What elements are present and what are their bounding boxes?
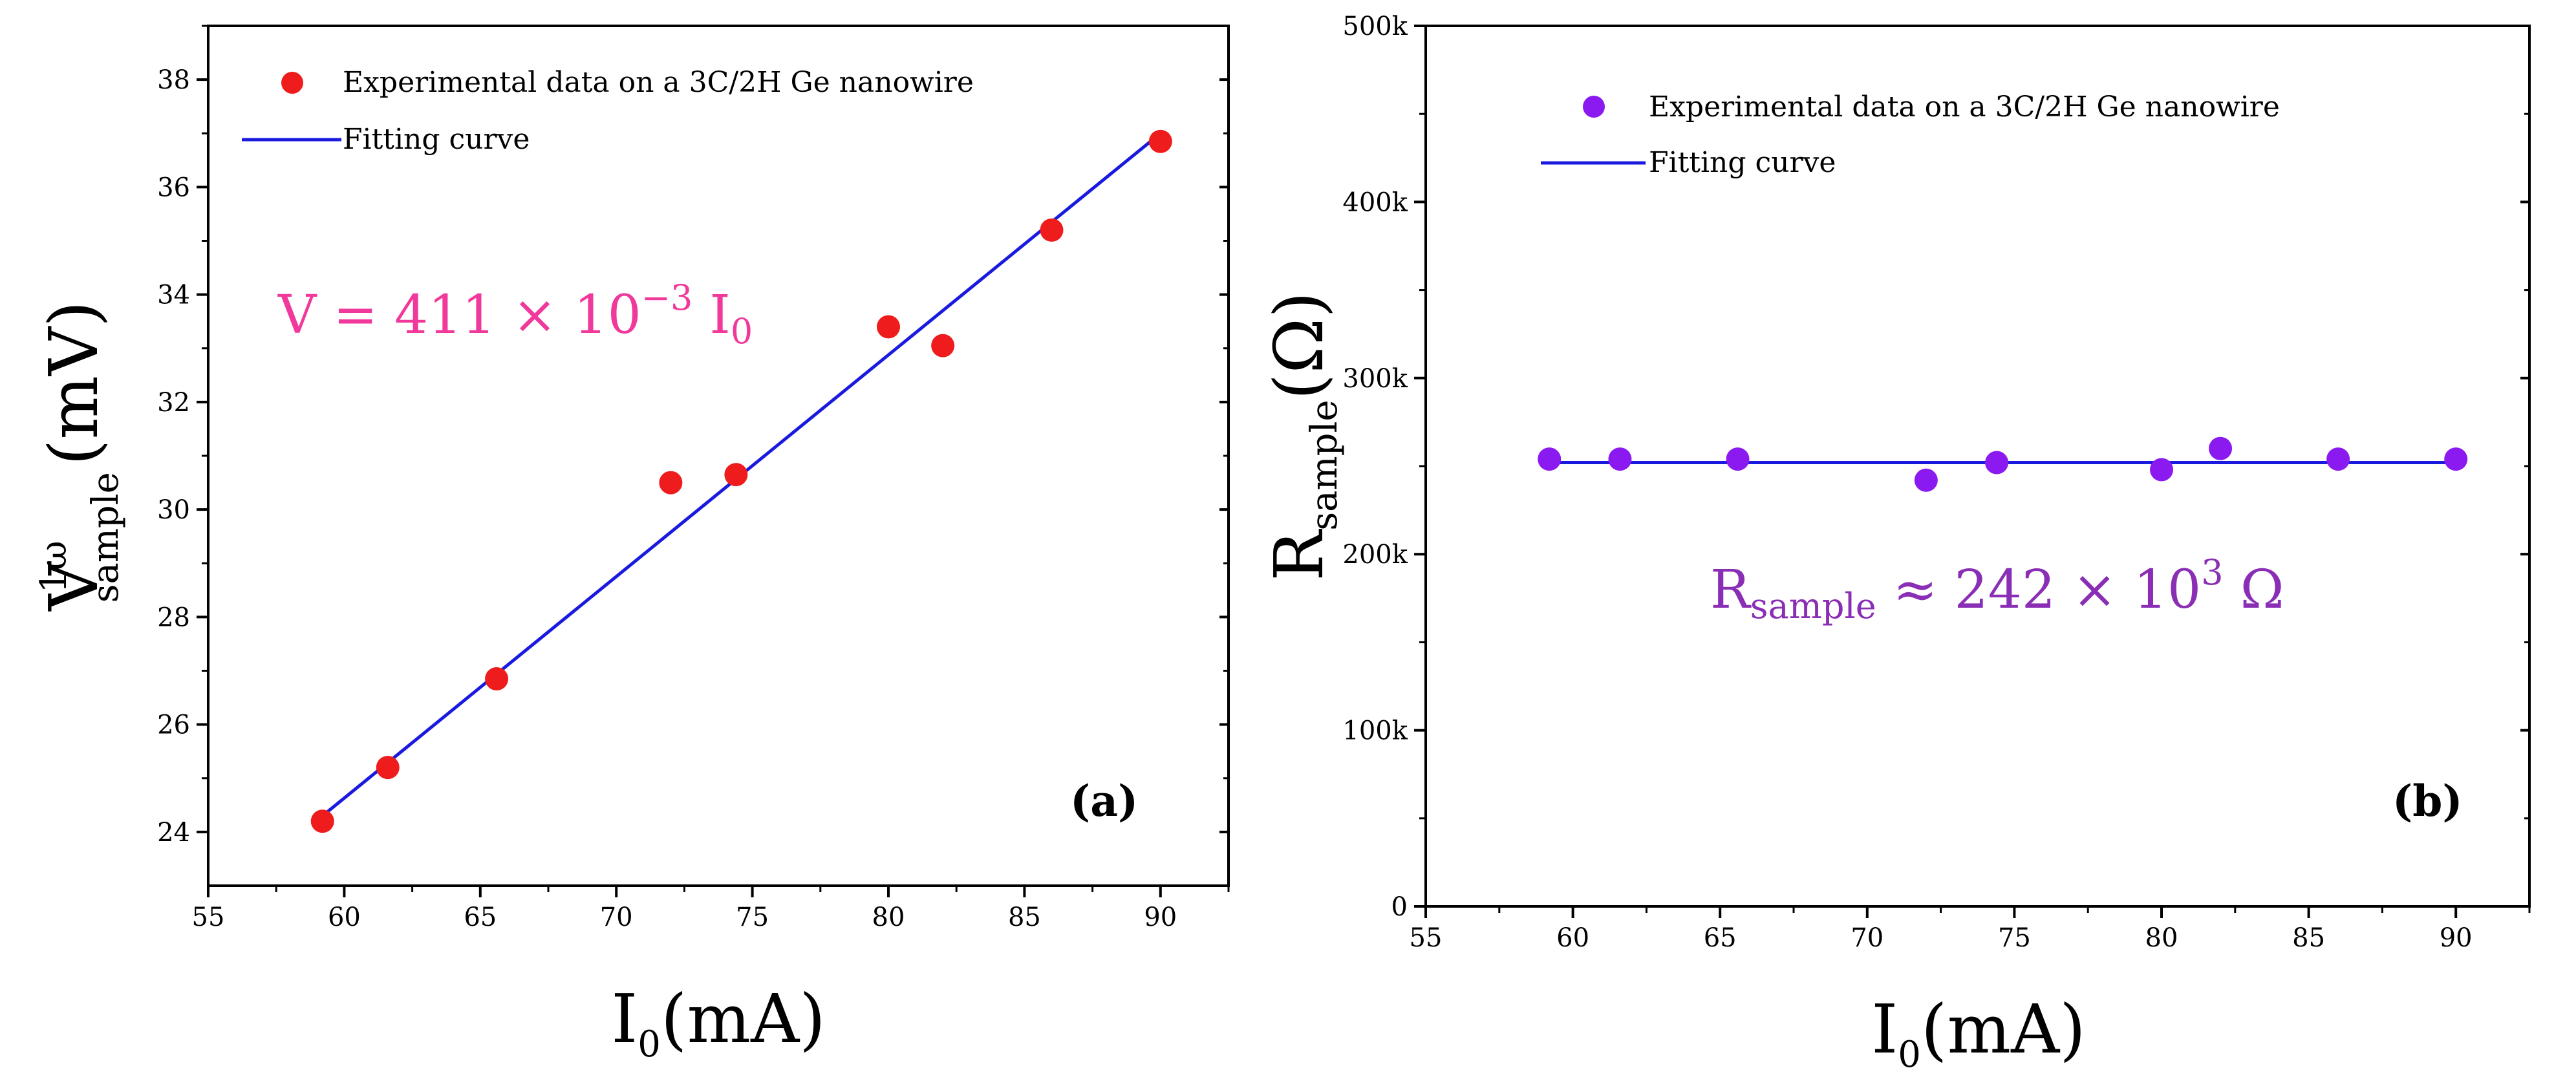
- panel-a-y-tick-label: 34: [157, 281, 190, 310]
- panel-a-data-point: [310, 809, 334, 833]
- panel-a-y-tick-label: 28: [157, 603, 190, 632]
- panel-a-x-axis-title-sub: 0: [638, 1023, 661, 1065]
- panel-b-equation-suffix: Ω: [2224, 559, 2284, 621]
- panel-a-y-axis-title-main: V: [34, 561, 113, 612]
- panel-b-equation-rest: ≈ 242 × 10: [1876, 559, 2202, 621]
- panel-b-x-tick-label: 75: [1998, 923, 2031, 953]
- panel-b-equation: Rsample ≈ 242 × 103 Ω: [1710, 552, 2284, 626]
- panel-b-legend-points-label: Experimental data on a 3C/2H Ge nanowire: [1649, 91, 2280, 123]
- panel-a-data-point: [877, 315, 900, 339]
- panel-b-data-point: [2444, 447, 2468, 471]
- panel-b-x-tick-label: 60: [1556, 923, 1589, 953]
- panel-a-equation-prefix: V = 411 × 10: [277, 284, 641, 346]
- panel-a-x-tick-label: 75: [736, 903, 769, 932]
- panel-b-data-point: [1985, 451, 2009, 475]
- panel-a-y-tick-label: 24: [157, 818, 190, 848]
- panel-b-label: (b): [2392, 776, 2463, 826]
- panel-a: 55 60 65 70 75 80 85 90 24 26 28 30 32 34 36 38 Experim…: [33, 25, 1230, 1065]
- panel-a-equation-suffix: I: [692, 284, 730, 346]
- panel-a-plot-frame: [207, 25, 1230, 887]
- panel-a-equation-subscript: 0: [731, 311, 753, 352]
- panel-b-x-axis-title-main: I: [1871, 990, 1898, 1069]
- panel-b-x-axis-title-sub: 0: [1898, 1034, 1921, 1076]
- panel-b-y-tick-label: 400k: [1342, 187, 1408, 217]
- panel-b-legend-line-label: Fitting curve: [1649, 146, 1836, 179]
- panel-a-y-axis-title-unit: (mV): [34, 301, 113, 465]
- panel-a-marks: [310, 129, 1172, 833]
- panel-a-legend-point-marker: [281, 72, 303, 94]
- panel-a-x-tick-label: 90: [1144, 903, 1177, 932]
- panel-b-x-tick-label: 90: [2440, 923, 2473, 953]
- panel-b-data-point: [2326, 447, 2350, 471]
- panel-b-data-point: [1914, 468, 1938, 492]
- panel-b-y-tick-label: 500k: [1342, 12, 1408, 41]
- panel-b-legend: Experimental data on a 3C/2H Ge nanowire…: [1541, 91, 2280, 179]
- panel-b-plot-frame: [1424, 25, 2531, 908]
- panel-a-x-axis-title-main: I: [611, 979, 638, 1058]
- panel-a-equation-exponent: −3: [641, 277, 693, 318]
- panel-a-legend-line-label: Fitting curve: [343, 123, 530, 156]
- panel-a-x-tick-label: 60: [328, 903, 361, 932]
- panel-a-x-axis-title-unit: (mA): [661, 979, 826, 1058]
- panel-b-x-tick-label: 85: [2292, 923, 2325, 953]
- panel-b-data-point: [2150, 458, 2173, 482]
- panel-a-data-point: [376, 756, 400, 780]
- panel-b-data-point: [1608, 447, 1632, 471]
- panel-a-data-point: [931, 334, 955, 358]
- panel-a-y-axis-title-sub: sample: [85, 472, 127, 603]
- panel-a-x-tick-label: 80: [872, 903, 905, 932]
- panel-b-x-tick-label: 65: [1704, 923, 1737, 953]
- panel-a-data-point: [724, 463, 748, 487]
- panel-a-y-axis-title: V1ω sample (mV): [33, 301, 127, 612]
- panel-b-ticks: 55 60 65 70 75 80 85 90 0 100k 200k 300k 400k 500k: [1342, 12, 2531, 953]
- panel-b-legend-point-marker: [1583, 96, 1605, 118]
- panel-a-y-tick-label: 30: [157, 495, 190, 525]
- panel-a-x-axis-title: I0(mA): [611, 979, 826, 1065]
- panel-a-y-tick-label: 36: [157, 173, 190, 202]
- panel-b-y-tick-label: 300k: [1342, 364, 1408, 394]
- panel-b-y-axis-title-unit: (Ω): [1260, 292, 1338, 400]
- panel-a-y-tick-label: 38: [157, 65, 190, 95]
- panel-b-y-tick-label: 100k: [1342, 716, 1408, 746]
- panel-a-ticks: 55 60 65 70 75 80 85 90 24 26 28 30 32 34 36 38: [157, 25, 1230, 932]
- panel-b-x-axis-title: I0(mA): [1871, 990, 2086, 1076]
- panel-a-x-tick-label: 65: [464, 903, 497, 932]
- panel-b-equation-main: R: [1710, 559, 1752, 621]
- panel-b-data-point: [2209, 436, 2233, 460]
- panel-a-data-point: [1040, 218, 1064, 242]
- panel-b: 55 60 65 70 75 80 85 90 0 100k 200k 300k 400k 500k Ex…: [1260, 12, 2531, 1076]
- panel-b-equation-exponent: 3: [2201, 552, 2223, 593]
- panel-b-y-axis-title-sub: sample: [1304, 400, 1346, 530]
- panel-b-equation-subscript: sample: [1750, 586, 1876, 626]
- panel-b-x-tick-label: 55: [1410, 923, 1443, 953]
- panel-a-data-point: [1148, 129, 1172, 153]
- panel-b-marks: [1538, 436, 2468, 492]
- panel-b-x-tick-label: 80: [2145, 923, 2178, 953]
- panel-a-y-tick-label: 32: [157, 388, 190, 418]
- panel-a-y-axis-title-sup: 1ω: [33, 540, 75, 593]
- panel-b-y-axis-title-main: R: [1260, 529, 1338, 581]
- panel-b-y-tick-label: 0: [1391, 892, 1408, 922]
- panel-b-data-point: [1538, 447, 1562, 471]
- panel-a-equation: V = 411 × 10−3 I0: [277, 277, 753, 352]
- panel-b-y-tick-label: 200k: [1342, 540, 1408, 570]
- panel-a-data-point: [659, 471, 683, 495]
- panel-b-y-axis-title: Rsample(Ω): [1260, 292, 1346, 581]
- panel-a-data-point: [485, 667, 509, 690]
- panel-b-data-point: [1726, 447, 1750, 471]
- panel-a-legend: Experimental data on a 3C/2H Ge nanowire…: [242, 66, 974, 156]
- panel-a-y-tick-label: 26: [157, 711, 190, 740]
- panel-b-x-axis-title-unit: (mA): [1921, 990, 2086, 1069]
- panel-b-x-tick-label: 70: [1851, 923, 1884, 953]
- panel-a-legend-points-label: Experimental data on a 3C/2H Ge nanowire: [343, 66, 974, 99]
- panel-a-x-tick-label: 70: [600, 903, 633, 932]
- panel-a-x-tick-label: 55: [192, 903, 225, 932]
- panel-a-x-tick-label: 85: [1008, 903, 1041, 932]
- panel-a-label: (a): [1070, 776, 1138, 826]
